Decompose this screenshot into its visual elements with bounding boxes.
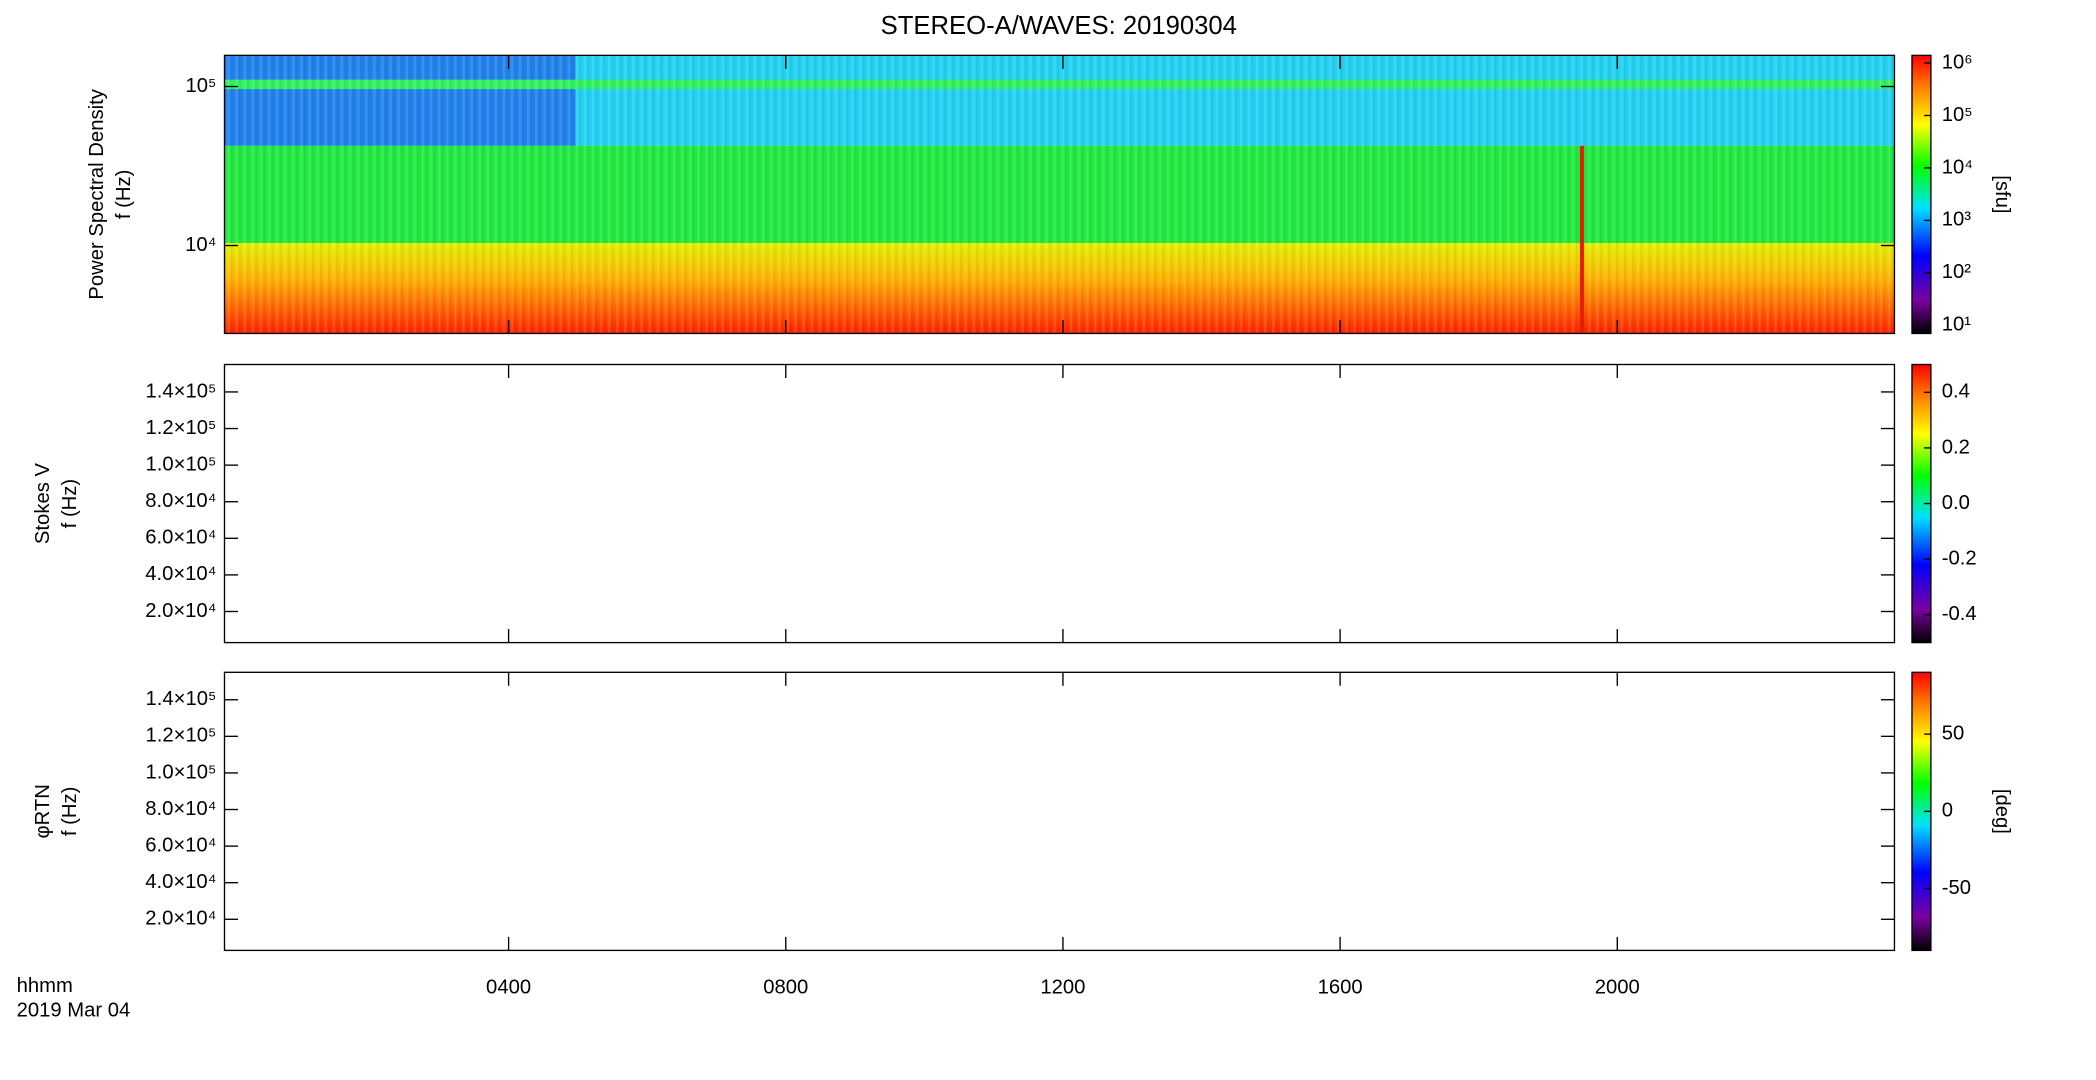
y-tick-label: 2.0×10⁴ bbox=[145, 600, 216, 622]
colorbar-tick-label: 10⁵ bbox=[1942, 104, 1973, 126]
colorbar-tick-label: 50 bbox=[1942, 722, 1965, 744]
y-axis-label: f (Hz) bbox=[59, 787, 81, 836]
y-tick-label: 2.0×10⁴ bbox=[145, 908, 216, 930]
colorbar-tick-label: 10¹ bbox=[1942, 314, 1972, 336]
spectrogram bbox=[224, 55, 1895, 334]
y-axis-label: f (Hz) bbox=[59, 479, 81, 528]
x-tick-label: 0800 bbox=[763, 977, 808, 999]
plot-frame bbox=[223, 671, 1896, 952]
y-axis-label: φRTN bbox=[32, 784, 54, 838]
y-axis-label: Stokes V bbox=[32, 463, 54, 545]
y-tick-label: 1.2×10⁵ bbox=[145, 725, 216, 747]
title: STEREO-A/WAVES: 20190304 bbox=[881, 12, 1237, 40]
plot-frame bbox=[223, 363, 1896, 644]
colorbar-tick-label: 0 bbox=[1942, 800, 1953, 822]
y-tick-label: 1.4×10⁵ bbox=[145, 688, 216, 710]
y-axis-label: Power Spectral Density bbox=[86, 88, 108, 299]
y-tick-label: 1.0×10⁵ bbox=[145, 453, 216, 475]
y-tick-label: 10⁵ bbox=[185, 75, 216, 97]
colorbar-tick-label: 0.4 bbox=[1942, 381, 1970, 403]
y-tick-label: 6.0×10⁴ bbox=[145, 834, 216, 856]
colorbar-tick-label: 0.0 bbox=[1942, 492, 1970, 514]
y-tick-label: 8.0×10⁴ bbox=[145, 490, 216, 512]
x-tick-label: 1200 bbox=[1040, 977, 1085, 999]
date-label: 2019 Mar 04 bbox=[17, 999, 131, 1021]
colorbar-tick-label: -0.4 bbox=[1942, 603, 1977, 625]
y-tick-label: 1.0×10⁵ bbox=[145, 761, 216, 783]
y-tick-label: 8.0×10⁴ bbox=[145, 798, 216, 820]
x-axis-label: hhmm bbox=[17, 975, 73, 997]
x-tick-label: 0400 bbox=[486, 977, 531, 999]
colorbar-tick-label: 10² bbox=[1942, 261, 1972, 283]
y-tick-label: 4.0×10⁴ bbox=[145, 871, 216, 893]
x-tick-label: 2000 bbox=[1595, 977, 1640, 999]
colorbar-label: [deg] bbox=[1991, 789, 2013, 834]
y-tick-label: 1.4×10⁵ bbox=[145, 380, 216, 402]
colorbar-tick-label: 10³ bbox=[1942, 209, 1972, 231]
colorbar bbox=[1911, 54, 1932, 335]
x-tick-label: 1600 bbox=[1318, 977, 1363, 999]
colorbar-tick-label: 10⁶ bbox=[1942, 51, 1973, 73]
colorbar-tick-label: -50 bbox=[1942, 877, 1971, 899]
colorbar-tick-label: 10⁴ bbox=[1942, 156, 1973, 178]
y-tick-label: 1.2×10⁵ bbox=[145, 417, 216, 439]
colorbar-tick-label: -0.2 bbox=[1942, 548, 1977, 570]
y-tick-label: 4.0×10⁴ bbox=[145, 563, 216, 585]
colorbar-tick-label: 0.2 bbox=[1942, 436, 1970, 458]
y-tick-label: 6.0×10⁴ bbox=[145, 527, 216, 549]
colorbar-label: [sfu] bbox=[1991, 175, 2013, 213]
y-tick-label: 10⁴ bbox=[185, 234, 216, 256]
y-axis-label: f (Hz) bbox=[113, 170, 135, 220]
plot-frame bbox=[223, 54, 1896, 335]
